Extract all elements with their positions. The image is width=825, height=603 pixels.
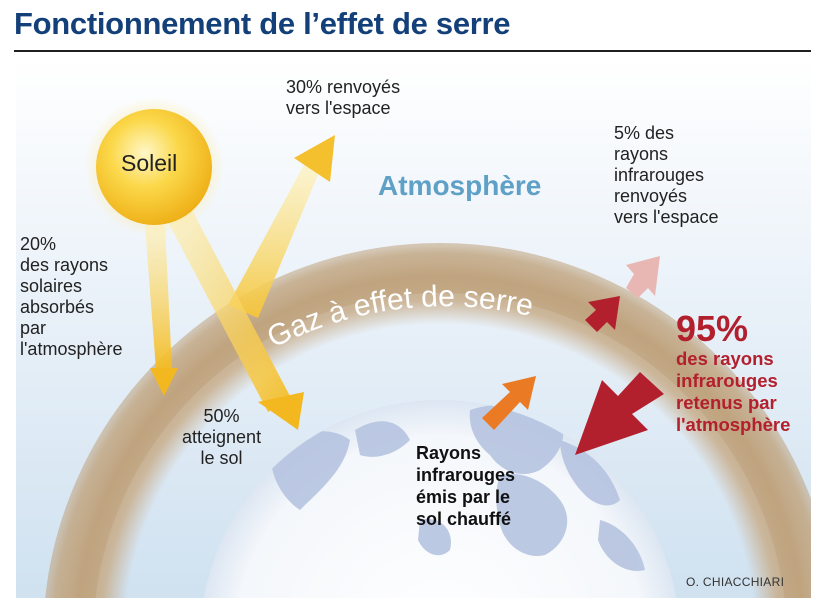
retained-percent: 95% xyxy=(676,308,749,349)
page-title: Fonctionnement de l’effet de serre xyxy=(14,6,511,41)
retained-label: des rayons infrarouges retenus par l'atm… xyxy=(676,348,791,435)
ir-arrows xyxy=(482,256,664,455)
reflected-30-label: 30% renvoyés vers l'espace xyxy=(286,77,401,118)
ground-50-label: 50% atteignent le sol xyxy=(182,406,262,468)
credit: O. CHIACCHIARI xyxy=(686,575,785,589)
emitted-ir-label: Rayons infrarouges émis par le sol chauf… xyxy=(416,443,516,529)
absorbed-20-label: 20% des rayons solaires absorbés par l'a… xyxy=(20,234,123,359)
sun-icon xyxy=(84,97,224,237)
sun-label: Soleil xyxy=(121,150,178,176)
atmosphere-label: Atmosphère xyxy=(378,170,542,201)
title-rule xyxy=(14,50,811,52)
solar-beams xyxy=(145,135,335,430)
ir-5-label: 5% des rayons infrarouges renvoyés vers … xyxy=(614,123,719,227)
